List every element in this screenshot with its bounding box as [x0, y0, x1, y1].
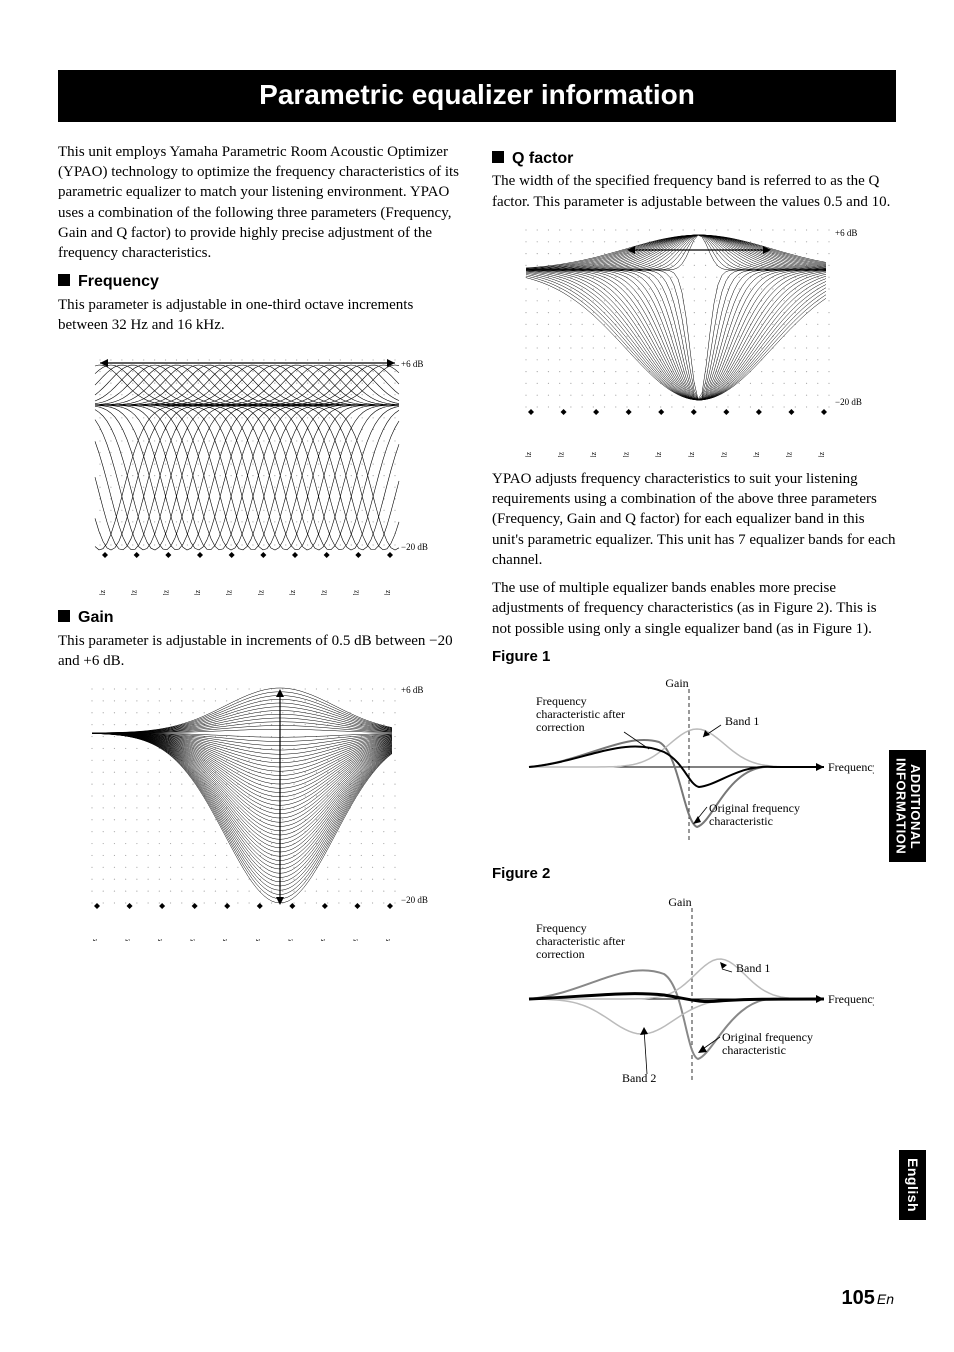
svg-text:63 Hz: 63 Hz [123, 939, 132, 941]
svg-text:8 kHz: 8 kHz [350, 939, 359, 941]
intro-paragraph: This unit employs Yamaha Parametric Room… [58, 142, 462, 264]
svg-text:Gain: Gain [668, 895, 691, 909]
bullet-square-icon [492, 151, 504, 163]
svg-text:Band 1: Band 1 [725, 714, 759, 728]
svg-text:500 Hz: 500 Hz [654, 451, 663, 456]
svg-text:Frequency: Frequency [536, 694, 587, 708]
svg-text:63 Hz: 63 Hz [130, 590, 139, 595]
frequency-heading-text: Frequency [78, 273, 159, 290]
svg-text:characteristic after: characteristic after [536, 707, 625, 721]
bullet-square-icon [58, 610, 70, 622]
svg-text:125 Hz: 125 Hz [589, 451, 598, 456]
qfactor-text: The width of the specified frequency ban… [492, 171, 896, 212]
svg-text:125 Hz: 125 Hz [155, 939, 164, 941]
svg-text:−20 dB: −20 dB [401, 895, 428, 905]
frequency-text: This parameter is adjustable in one-thir… [58, 295, 462, 336]
svg-text:2 kHz: 2 kHz [285, 939, 294, 941]
svg-text:16 kHz: 16 kHz [383, 939, 392, 941]
gain-heading: Gain [58, 607, 462, 629]
svg-text:63 Hz: 63 Hz [557, 451, 566, 456]
svg-text:+6 dB: +6 dB [401, 359, 423, 369]
svg-text:8 kHz: 8 kHz [784, 451, 793, 456]
svg-text:Frequency: Frequency [828, 992, 874, 1006]
ypao-paragraph-1: YPAO adjusts frequency characteristics t… [492, 469, 896, 570]
frequency-heading: Frequency [58, 271, 462, 293]
svg-text:2 kHz: 2 kHz [288, 590, 297, 595]
side-tab-line2: INFORMATION [894, 758, 909, 854]
svg-text:8 kHz: 8 kHz [351, 590, 360, 595]
svg-text:Band 2: Band 2 [622, 1071, 656, 1085]
svg-text:32 Hz: 32 Hz [90, 939, 99, 941]
svg-text:32 Hz: 32 Hz [98, 590, 107, 595]
svg-text:4 kHz: 4 kHz [318, 939, 327, 941]
bullet-square-icon [58, 274, 70, 286]
svg-text:1 kHz: 1 kHz [256, 590, 265, 595]
gain-graph: +6 dB −20 dB 32 Hz 63 Hz 125 Hz 250 Hz 500 Hz 1… [80, 681, 440, 941]
side-tab-english: English [899, 1150, 926, 1220]
svg-text:32 Hz: 32 Hz [524, 451, 533, 456]
svg-text:250 Hz: 250 Hz [193, 590, 202, 595]
svg-text:500 Hz: 500 Hz [220, 939, 229, 941]
svg-text:500 Hz: 500 Hz [225, 590, 234, 595]
svg-text:250 Hz: 250 Hz [622, 451, 631, 456]
gain-text: This parameter is adjustable in incremen… [58, 631, 462, 672]
page-number-value: 105 [842, 1287, 875, 1309]
qfactor-heading: Q factor [492, 148, 896, 170]
svg-text:+6 dB: +6 dB [401, 685, 423, 695]
page-number: 105En [842, 1285, 895, 1312]
svg-text:250 Hz: 250 Hz [188, 939, 197, 941]
svg-text:4 kHz: 4 kHz [752, 451, 761, 456]
svg-text:2 kHz: 2 kHz [719, 451, 728, 456]
svg-text:−20 dB: −20 dB [401, 542, 428, 552]
frequency-graph: +6 dB −20 dB 32 Hz 63 Hz 125 Hz 250 Hz 500 Hz 1… [80, 345, 440, 595]
gain-heading-text: Gain [78, 609, 114, 626]
qfactor-graph: +6 dB −20 dB 32 Hz 63 Hz 125 Hz 250 Hz 500 Hz 1… [514, 222, 874, 457]
svg-text:correction: correction [536, 720, 585, 734]
side-tab-line1: ADDITIONAL [908, 764, 923, 849]
page-number-suffix: En [877, 1291, 894, 1307]
svg-text:−20 dB: −20 dB [835, 397, 862, 407]
qfactor-heading-text: Q factor [512, 150, 573, 167]
svg-text:Frequency: Frequency [536, 921, 587, 935]
side-tab-additional-info: ADDITIONAL INFORMATION [889, 750, 926, 862]
svg-text:16 kHz: 16 kHz [817, 451, 826, 456]
svg-text:1 kHz: 1 kHz [687, 451, 696, 456]
ypao-paragraph-2: The use of multiple equalizer bands enab… [492, 578, 896, 639]
svg-text:1 kHz: 1 kHz [253, 939, 262, 941]
svg-text:125 Hz: 125 Hz [161, 590, 170, 595]
svg-text:Frequency: Frequency [828, 760, 874, 774]
svg-text:+6 dB: +6 dB [835, 228, 857, 238]
page-title-banner: Parametric equalizer information [58, 70, 896, 122]
right-column: Q factor The width of the specified freq… [492, 142, 896, 1107]
svg-text:Original frequency: Original frequency [709, 801, 800, 815]
figure2-label: Figure 2 [492, 864, 896, 884]
svg-text:characteristic: characteristic [709, 814, 773, 828]
figure2-graph: GainFrequencyFrequencycharacteristic aft… [514, 894, 874, 1094]
left-column: This unit employs Yamaha Parametric Room… [58, 142, 462, 1107]
svg-text:Original frequency: Original frequency [722, 1030, 813, 1044]
svg-text:4 kHz: 4 kHz [320, 590, 329, 595]
svg-text:correction: correction [536, 947, 585, 961]
svg-text:Gain: Gain [665, 677, 688, 690]
figure1-label: Figure 1 [492, 647, 896, 667]
figure1-graph: GainFrequencyFrequencycharacteristic aft… [514, 677, 874, 852]
svg-text:characteristic after: characteristic after [536, 934, 625, 948]
svg-text:Band 1: Band 1 [736, 961, 770, 975]
svg-text:16 kHz: 16 kHz [383, 590, 392, 595]
svg-text:characteristic: characteristic [722, 1043, 786, 1057]
two-column-layout: This unit employs Yamaha Parametric Room… [58, 142, 896, 1107]
